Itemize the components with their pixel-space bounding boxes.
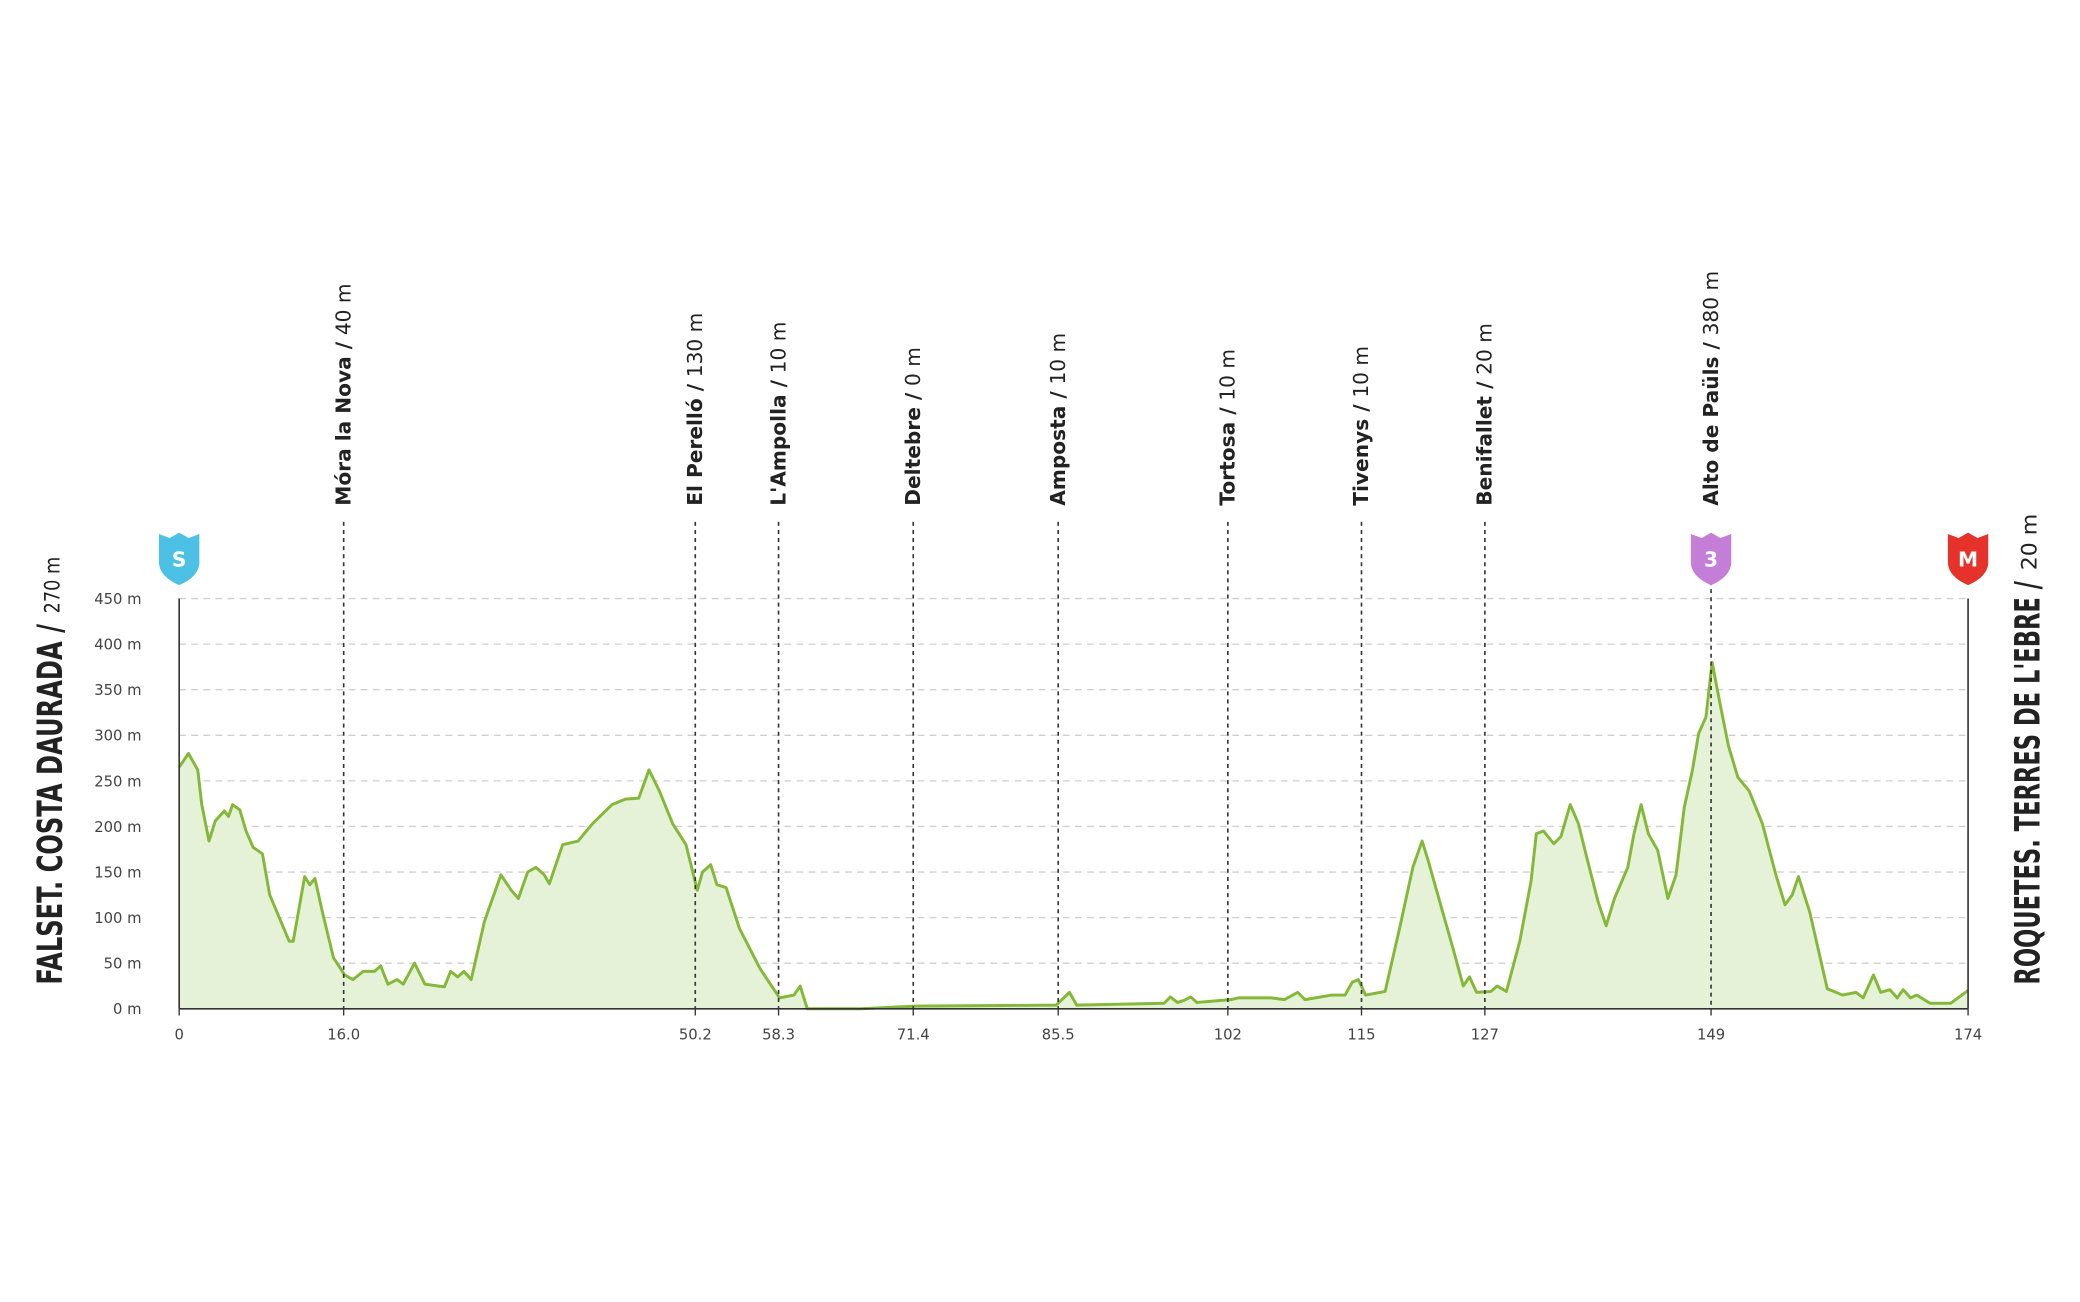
waypoint-name: Deltebre / xyxy=(901,392,925,506)
y-tick-label: 200 m xyxy=(94,819,141,836)
waypoint-elevation: 40 m xyxy=(331,283,355,335)
waypoint-label: El Perelló / 130 m xyxy=(683,313,707,506)
y-tick-label: 300 m xyxy=(94,728,141,745)
y-tick-label: 0 m xyxy=(113,1001,142,1018)
start-name: FALSET. COSTA DAURADA / xyxy=(31,624,71,985)
x-tick-label: 71.4 xyxy=(897,1027,930,1044)
x-tick-label: 174 xyxy=(1954,1027,1982,1044)
climb-badge-shield xyxy=(1690,532,1732,586)
waypoint-name: Amposta / xyxy=(1046,391,1070,506)
start-elevation: 270 m xyxy=(40,557,65,613)
finish-elevation: 20 m xyxy=(2018,514,2043,570)
waypoint-name: L'Ampolla / xyxy=(766,379,790,505)
waypoint-label: Benifallet / 20 m xyxy=(1473,323,1497,506)
waypoint-elevation: 130 m xyxy=(683,313,707,378)
start-badge-shield xyxy=(158,532,200,586)
finish-badge-shield xyxy=(1947,532,1989,586)
waypoint-label: Deltebre / 0 m xyxy=(901,347,925,506)
waypoint-label: Tortosa / 10 m xyxy=(1216,349,1240,506)
climb-badge-label: 3 xyxy=(1704,547,1718,571)
y-tick-label: 350 m xyxy=(94,682,141,699)
waypoint-label: Amposta / 10 m xyxy=(1046,333,1070,506)
x-tick-label: 85.5 xyxy=(1042,1027,1075,1044)
x-tick-label: 115 xyxy=(1347,1027,1375,1044)
y-tick-label: 250 m xyxy=(94,773,141,790)
x-tick-label: 50.2 xyxy=(679,1027,712,1044)
waypoint-name: Alto de Paüls / xyxy=(1699,342,1723,506)
x-tick-label: 149 xyxy=(1697,1027,1725,1044)
x-tick-label: 16.0 xyxy=(327,1027,360,1044)
start-badge-label: S xyxy=(172,547,187,571)
y-tick-label: 100 m xyxy=(94,910,141,927)
y-tick-label: 400 m xyxy=(94,637,141,654)
waypoint-label: L'Ampolla / 10 m xyxy=(766,322,790,506)
finish-name: ROQUETES. TERRES DE L'EBRE / xyxy=(2008,581,2048,985)
y-tick-label: 150 m xyxy=(94,864,141,881)
x-tick-label: 0 xyxy=(174,1027,183,1044)
waypoint-elevation: 0 m xyxy=(901,347,925,386)
y-tick-label: 50 m xyxy=(104,956,142,973)
y-tick-label: 450 m xyxy=(94,591,141,608)
elevation-line xyxy=(177,660,1969,1011)
waypoint-elevation: 10 m xyxy=(1349,346,1373,398)
waypoint-name: Tivenys / xyxy=(1349,404,1373,506)
waypoint-label: Alto de Paüls / 380 m xyxy=(1699,271,1723,506)
waypoint-name: Móra la Nova / xyxy=(331,341,355,505)
x-tick-label: 127 xyxy=(1471,1027,1499,1044)
waypoint-elevation: 10 m xyxy=(766,322,790,374)
waypoint-name: Tortosa / xyxy=(1216,407,1240,506)
waypoint-name: Benifallet / xyxy=(1473,381,1497,506)
waypoint-name: El Perelló / xyxy=(683,383,707,505)
waypoint-elevation: 20 m xyxy=(1473,323,1497,375)
waypoint-label: Móra la Nova / 40 m xyxy=(331,283,355,505)
waypoint-elevation: 10 m xyxy=(1216,349,1240,401)
elevation-area xyxy=(179,662,1969,1009)
waypoint-elevation: 10 m xyxy=(1046,333,1070,385)
x-tick-label: 58.3 xyxy=(762,1027,795,1044)
waypoint-label: Tivenys / 10 m xyxy=(1349,346,1373,506)
waypoint-elevation: 380 m xyxy=(1699,271,1723,336)
finish-badge-label: M xyxy=(1958,547,1978,571)
x-tick-label: 102 xyxy=(1214,1027,1242,1044)
